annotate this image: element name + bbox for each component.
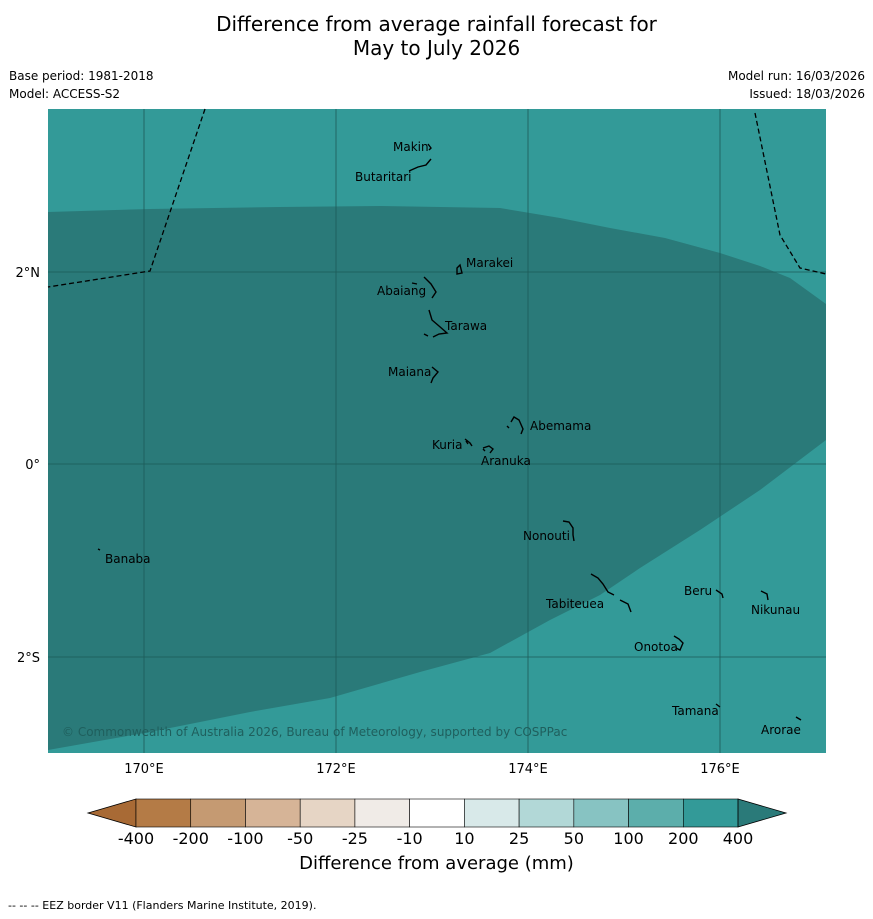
model-name: Model: ACCESS-S2 (9, 87, 121, 101)
colorbar-tick-label: 25 (509, 829, 529, 848)
colorbar-title: Difference from average (mm) (299, 853, 574, 874)
island-aranuka-shape (482, 445, 494, 454)
island-maiana-shape (430, 366, 439, 384)
label-marakei: Marakei (466, 256, 513, 270)
lon-label-174e: 174°E (508, 762, 548, 777)
axis-labels: 170°E 172°E 174°E 176°E 2°N 0° 2°S (16, 266, 740, 777)
colorbar-extend-high (737, 798, 788, 828)
lat-label-2s: 2°S (17, 651, 40, 666)
colorbar-bin (573, 798, 629, 828)
colorbar-bin (628, 798, 684, 828)
island-tarawa-shape (423, 309, 449, 338)
island-banaba-shape (97, 548, 101, 551)
label-tabiteuea: Tabiteuea (545, 597, 604, 611)
colorbar-tick-label: 10 (454, 829, 474, 848)
chart-title: Difference from average rainfall forecas… (0, 12, 873, 60)
lon-label-172e: 172°E (316, 762, 356, 777)
island-abemama-shape (506, 416, 524, 435)
title-line-2: May to July 2026 (352, 36, 521, 60)
island-butaritari-shape (408, 158, 432, 172)
colorbar-bin (682, 798, 739, 828)
colorbar-tick-label: -25 (342, 829, 368, 848)
colorbar-tick-label: 50 (564, 829, 584, 848)
colorbar-bin (409, 798, 465, 828)
eez-borders (47, 108, 827, 288)
label-tamana: Tamana (671, 704, 719, 718)
label-abemama: Abemama (530, 419, 591, 433)
colorbar-tick-label: -100 (227, 829, 263, 848)
base-period: Base period: 1981-2018 (9, 69, 154, 83)
title-line-1: Difference from average rainfall forecas… (216, 12, 657, 36)
footnote: -- -- -- EEZ border V11 (Flanders Marine… (8, 899, 317, 912)
label-nikunau: Nikunau (751, 603, 800, 617)
island-abaiang-shape (411, 276, 437, 299)
label-arorae: Arorae (761, 723, 801, 737)
label-onotoa: Onotoa (634, 640, 678, 654)
colorbar-tick-label: -10 (397, 829, 423, 848)
colorbar-extend-low (86, 798, 137, 828)
colorbar-tick-label: 100 (613, 829, 644, 848)
island-onotoa-shape (673, 635, 684, 651)
label-tarawa: Tarawa (444, 319, 487, 333)
island-marakei-shape (456, 263, 463, 275)
meta-left: Base period: 1981-2018 Model: ACCESS-S2 (9, 67, 154, 103)
island-kuria-shape (464, 438, 473, 447)
colorbar-tick-label: 400 (723, 829, 754, 848)
colorbar-bin (354, 798, 410, 828)
copyright-text: © Commonwealth of Australia 2026, Bureau… (62, 725, 567, 739)
colorbar-tick-label: -400 (118, 829, 154, 848)
eez-border-west (47, 108, 206, 288)
islands (97, 143, 802, 721)
lon-label-176e: 176°E (700, 762, 740, 777)
colorbar-bin (135, 798, 192, 828)
label-makin: Makin (393, 140, 429, 154)
island-beru-shape (715, 589, 724, 599)
place-labels: Makin Butaritari Marakei Abaiang Tarawa … (105, 140, 801, 737)
colorbar-bin (190, 798, 246, 828)
colorbar-bin (464, 798, 520, 828)
island-nikunau-shape (760, 590, 769, 601)
island-nonouti-shape (562, 520, 575, 542)
colorbar-tick-label: -200 (173, 829, 209, 848)
colorbar-tick-label: 200 (668, 829, 699, 848)
meta-right: Model run: 16/03/2026 Issued: 18/03/2026 (728, 67, 865, 103)
label-abaiang: Abaiang (377, 284, 426, 298)
lon-label-170e: 170°E (124, 762, 164, 777)
island-tabiteuea-shape (590, 573, 632, 613)
label-aranuka: Aranuka (481, 454, 531, 468)
colorbar: -400 -200 -100 -50 -25 -10 10 25 50 100 200 400 (86, 798, 788, 848)
colorbar-tick-label: -50 (287, 829, 313, 848)
island-makin-shape (427, 143, 432, 151)
label-maiana: Maiana (388, 365, 431, 379)
eez-border-east (754, 112, 827, 275)
model-run: Model run: 16/03/2026 (727, 69, 865, 83)
label-beru: Beru (684, 584, 712, 598)
lat-label-0: 0° (25, 458, 40, 473)
island-arorae-shape (795, 716, 802, 721)
colorbar-bin (518, 798, 575, 828)
colorbar-bin (245, 798, 301, 828)
graticule (48, 109, 826, 753)
label-nonouti: Nonouti (523, 529, 570, 543)
issued-date: Issued: 18/03/2026 (749, 87, 865, 101)
forecast-zone-200-400 (48, 206, 826, 750)
colorbar-bin (299, 798, 356, 828)
label-banaba: Banaba (105, 552, 151, 566)
label-butaritari: Butaritari (355, 170, 412, 184)
label-kuria: Kuria (432, 438, 463, 452)
island-tamana-shape (715, 703, 721, 708)
lat-label-2n: 2°N (16, 266, 41, 281)
